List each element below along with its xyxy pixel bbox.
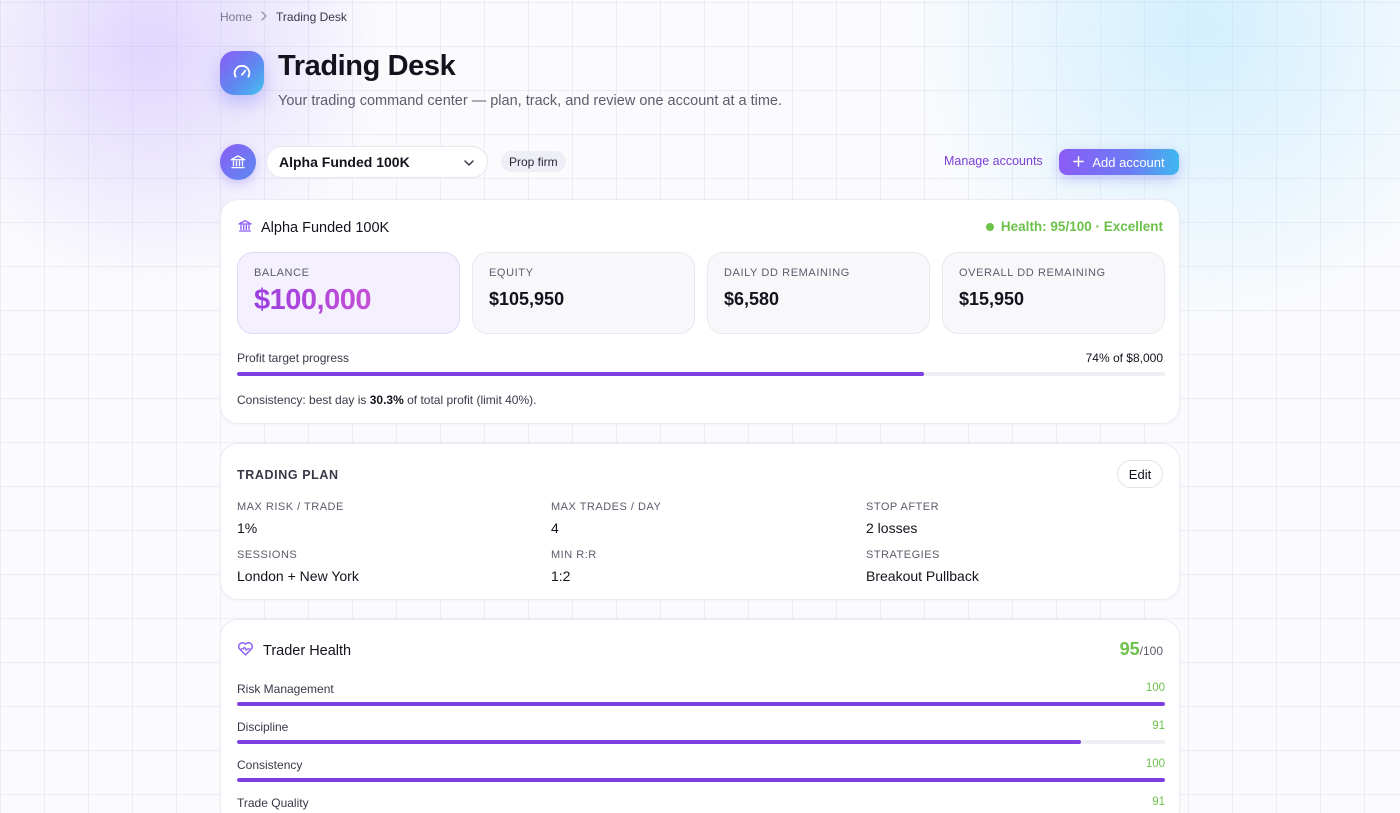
breadcrumb: Home Trading Desk xyxy=(220,10,347,24)
trader-health-score: 95/100 xyxy=(1120,639,1163,660)
stat-value: $100,000 xyxy=(254,284,371,316)
metric-label: Trade Quality xyxy=(237,796,309,810)
trader-health-title: Trader Health xyxy=(263,642,352,659)
trading-plan-title: TRADING PLAN xyxy=(237,468,339,482)
metric-label: Risk Management xyxy=(237,682,334,696)
plan-item-strategies: STRATEGIES Breakout Pullback xyxy=(866,549,979,584)
account-name: Alpha Funded 100K xyxy=(261,220,390,236)
trading-plan-card: TRADING PLAN Edit MAX RISK / TRADE 1% MA… xyxy=(220,443,1180,600)
metric-label: Discipline xyxy=(237,720,289,734)
stat-overall-dd: OVERALL DD REMAINING $15,950 xyxy=(942,252,1165,334)
stat-value: $105,950 xyxy=(489,289,565,309)
plan-item-label: MIN R:R xyxy=(551,549,597,561)
stat-value: $6,580 xyxy=(724,289,780,309)
account-card-header: Alpha Funded 100K xyxy=(237,218,389,238)
metric-bar xyxy=(237,778,1165,782)
plan-item-label: MAX TRADES / DAY xyxy=(551,501,662,513)
metric-bar xyxy=(237,740,1165,744)
profit-target-value: 74% of $8,000 xyxy=(1085,351,1163,365)
chevron-down-icon xyxy=(463,156,475,172)
consistency-note: Consistency: best day is 30.3% of total … xyxy=(237,393,536,407)
page-title: Trading Desk xyxy=(278,50,456,82)
trader-health-card: Trader Health 95/100 Risk Management 100… xyxy=(220,619,1180,813)
profit-target-progress-fill xyxy=(237,372,924,376)
plan-item-max-risk: MAX RISK / TRADE 1% xyxy=(237,501,344,536)
account-summary-card: Alpha Funded 100K Health: 95/100 · Excel… xyxy=(220,199,1180,424)
page-subtitle: Your trading command center — plan, trac… xyxy=(278,93,783,109)
plan-item-value: 1% xyxy=(237,520,258,536)
plan-item-sessions: SESSIONS London + New York xyxy=(237,549,359,584)
plan-item-stop-after: STOP AFTER 2 losses xyxy=(866,501,939,536)
plus-icon xyxy=(1073,155,1085,170)
plan-item-label: STRATEGIES xyxy=(866,549,940,561)
account-select[interactable]: Alpha Funded 100K xyxy=(266,146,488,178)
plan-item-max-trades: MAX TRADES / DAY 4 xyxy=(551,501,661,536)
plan-item-value: 2 losses xyxy=(866,520,918,536)
health-status-text: Health: 95/100 · Excellent xyxy=(1000,219,1163,234)
metric-bar xyxy=(237,702,1165,706)
profit-target-progress-bar xyxy=(237,372,1165,376)
chevron-right-icon xyxy=(260,10,268,24)
metric-value: 100 xyxy=(1145,682,1165,694)
metric-value: 91 xyxy=(1152,720,1165,732)
plan-item-label: STOP AFTER xyxy=(866,501,940,513)
score-max: /100 xyxy=(1139,644,1163,658)
stat-balance: BALANCE $100,000 xyxy=(237,252,460,334)
consistency-prefix: Consistency: best day is xyxy=(237,393,370,407)
add-account-button[interactable]: Add account xyxy=(1059,149,1179,175)
metric-bar-fill xyxy=(237,740,1082,744)
metric-value: 91 xyxy=(1152,796,1165,808)
stat-label: EQUITY xyxy=(489,267,534,279)
edit-plan-button[interactable]: Edit xyxy=(1117,460,1163,488)
plan-item-value: London + New York xyxy=(237,568,359,584)
health-status: Health: 95/100 · Excellent xyxy=(985,219,1163,234)
account-select-value: Alpha Funded 100K xyxy=(279,154,410,170)
metric-bar-fill xyxy=(237,778,1165,782)
account-type-badge: Prop firm xyxy=(501,151,566,172)
stat-daily-dd: DAILY DD REMAINING $6,580 xyxy=(707,252,930,334)
profit-target-label: Profit target progress xyxy=(237,351,350,365)
stat-label: BALANCE xyxy=(254,267,310,279)
bank-icon xyxy=(237,218,253,238)
plan-item-value: Breakout Pullback xyxy=(866,568,979,584)
breadcrumb-home[interactable]: Home xyxy=(220,10,253,24)
breadcrumb-current: Trading Desk xyxy=(276,10,347,24)
plan-item-label: MAX RISK / TRADE xyxy=(237,501,344,513)
trader-health-header: Trader Health xyxy=(237,641,351,660)
stat-label: DAILY DD REMAINING xyxy=(724,267,850,279)
plan-item-min-rr: MIN R:R 1:2 xyxy=(551,549,597,584)
gauge-icon xyxy=(220,51,264,95)
plan-item-label: SESSIONS xyxy=(237,549,298,561)
manage-accounts-link[interactable]: Manage accounts xyxy=(944,154,1043,168)
heart-pulse-icon xyxy=(237,641,254,660)
score-value: 95 xyxy=(1119,639,1140,659)
metric-value: 100 xyxy=(1145,758,1165,770)
consistency-percent: 30.3% xyxy=(369,393,404,407)
stat-value: $15,950 xyxy=(959,289,1025,309)
plan-item-value: 4 xyxy=(551,520,559,536)
plan-item-value: 1:2 xyxy=(551,568,571,584)
metric-label: Consistency xyxy=(237,758,303,772)
stat-label: OVERALL DD REMAINING xyxy=(959,267,1106,279)
health-dot-icon xyxy=(985,222,994,231)
add-account-label: Add account xyxy=(1092,154,1165,170)
metric-bar-fill xyxy=(237,702,1165,706)
stat-equity: EQUITY $105,950 xyxy=(472,252,695,334)
consistency-suffix: of total profit (limit 40%). xyxy=(403,393,537,407)
bank-icon xyxy=(220,144,256,180)
